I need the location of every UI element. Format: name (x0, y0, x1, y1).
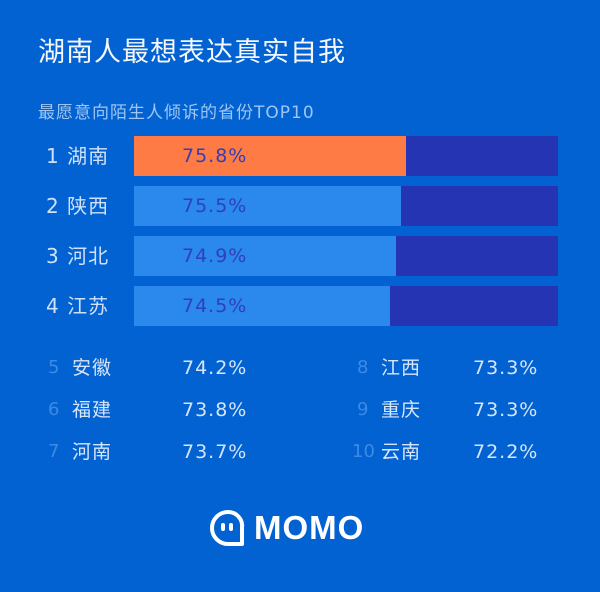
province-name: 重庆 (381, 399, 422, 421)
percent-value: 73.3% (473, 399, 539, 421)
rank-number: 10 (352, 441, 375, 462)
list-item: 7 河南 73.7% (0, 432, 300, 472)
rank-number: 6 (48, 399, 60, 420)
bar-value: 74.5% (182, 295, 248, 317)
momo-logo: MOMO (208, 508, 364, 548)
bar-track: 75.8% (134, 136, 558, 176)
bar-label: 4 江苏 (46, 294, 110, 318)
chart-subtitle: 最愿意向陌生人倾诉的省份TOP10 (38, 103, 315, 123)
percent-value: 73.7% (182, 441, 248, 463)
rank-number: 5 (48, 357, 60, 378)
province-name: 江西 (381, 357, 422, 379)
bar-fill (134, 186, 401, 226)
momo-chat-bubble-icon (210, 509, 245, 546)
bar-track: 74.5% (134, 286, 558, 326)
list-item: 9 重庆 73.3% (0, 390, 600, 430)
bar-label: 1 湖南 (46, 144, 110, 168)
bar-row: 4 江苏 74.5% (0, 286, 600, 326)
bar-row: 2 陕西 75.5% (0, 186, 600, 226)
rank-number: 8 (357, 357, 369, 378)
bar-label: 2 陕西 (46, 194, 110, 218)
province-name: 云南 (381, 441, 422, 463)
bar-value: 75.8% (182, 145, 248, 167)
bar-track: 74.9% (134, 236, 558, 276)
percent-value: 74.2% (182, 357, 248, 379)
province-name: 福建 (72, 399, 113, 421)
bar-value: 74.9% (182, 245, 248, 267)
bar-track: 75.5% (134, 186, 558, 226)
bar-value: 75.5% (182, 195, 248, 217)
list-item: 8 江西 73.3% (0, 348, 600, 388)
province-name: 安徽 (72, 357, 113, 379)
bar-row: 1 湖南 75.8% (0, 136, 600, 176)
province-name: 河南 (72, 441, 113, 463)
rank-number: 7 (48, 441, 60, 462)
page-title: 湖南人最想表达真实自我 (38, 37, 346, 68)
list-item: 10 云南 72.2% (0, 432, 600, 472)
brand-name: MOMO (254, 509, 365, 546)
percent-value: 73.3% (473, 357, 539, 379)
bar-row: 3 河北 74.9% (0, 236, 600, 276)
list-item: 6 福建 73.8% (0, 390, 300, 430)
rank-number: 9 (357, 399, 369, 420)
list-item: 5 安徽 74.2% (0, 348, 300, 388)
bar-fill-highlight (134, 136, 406, 176)
percent-value: 73.8% (182, 399, 248, 421)
bar-fill (134, 286, 390, 326)
bar-fill (134, 236, 396, 276)
bar-label: 3 河北 (46, 244, 110, 268)
percent-value: 72.2% (473, 441, 539, 463)
